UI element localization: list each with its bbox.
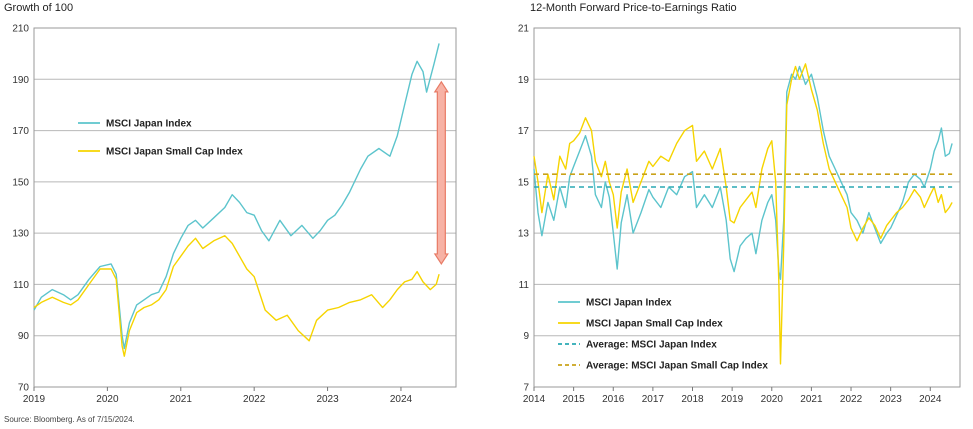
right-chart-title: 12-Month Forward Price-to-Earnings Ratio [530, 2, 737, 14]
x-tick-label: 2022 [243, 394, 266, 405]
legend-label: MSCI Japan Index [586, 298, 672, 309]
y-tick-label: 130 [12, 229, 29, 240]
series-line [33, 235, 440, 357]
y-tick-label: 19 [518, 75, 530, 86]
y-tick-label: 9 [523, 331, 529, 342]
x-tick-label: 2021 [800, 394, 823, 405]
x-tick-label: 2015 [563, 394, 586, 405]
legend-label: MSCI Japan Small Cap Index [586, 319, 723, 330]
x-tick-label: 2022 [840, 394, 863, 405]
y-tick-label: 90 [18, 331, 30, 342]
series-line [533, 63, 953, 365]
y-tick-label: 17 [518, 126, 530, 137]
right-chart: 7 9 11 13 15 17 19 21 2014 2015 2016 2017 2018 2019 20… [518, 24, 961, 405]
y-tick-label: 13 [518, 229, 530, 240]
y-tick-label: 150 [12, 177, 29, 188]
y-tick-label: 190 [12, 75, 29, 86]
y-tick-label: 21 [518, 24, 530, 35]
x-tick-label: 2024 [919, 394, 942, 405]
legend-label: Average: MSCI Japan Small Cap Index [586, 361, 768, 372]
plot-frame [33, 27, 457, 388]
y-tick-label: 110 [13, 280, 29, 291]
left-chart: 70 90 110 130 150 170 190 210 2019 2020 2021 2022 20… [12, 24, 457, 405]
y-tick-label: 7 [523, 383, 529, 394]
x-tick-label: 2023 [880, 394, 903, 405]
plot-frame [533, 27, 961, 388]
x-tick-label: 2023 [316, 394, 339, 405]
x-tick-label: 2019 [721, 394, 744, 405]
legend-label: MSCI Japan Small Cap Index [106, 147, 243, 158]
x-tick-label: 2024 [390, 394, 413, 405]
left-chart-title: Growth of 100 [4, 2, 74, 14]
x-tick-label: 2021 [170, 394, 193, 405]
x-tick-label: 2017 [642, 394, 665, 405]
legend-label: MSCI Japan Index [106, 119, 192, 130]
series-line [533, 65, 953, 280]
y-tick-label: 170 [12, 126, 29, 137]
legend-label: Average: MSCI Japan Index [586, 340, 717, 351]
x-tick-label: 2016 [602, 394, 625, 405]
x-tick-label: 2018 [681, 394, 704, 405]
y-tick-label: 15 [518, 177, 530, 188]
gap-arrow [433, 80, 449, 266]
source-note: Source: Bloomberg. As of 7/15/2024. [4, 415, 135, 424]
y-tick-label: 11 [519, 280, 530, 291]
y-tick-label: 70 [18, 383, 30, 394]
x-tick-label: 2019 [23, 394, 46, 405]
series-line [33, 43, 440, 350]
gap-arrow-shape [433, 80, 449, 266]
x-tick-label: 2020 [761, 394, 784, 405]
y-tick-label: 210 [12, 24, 29, 35]
x-tick-label: 2014 [523, 394, 546, 405]
x-tick-label: 2020 [96, 394, 119, 405]
